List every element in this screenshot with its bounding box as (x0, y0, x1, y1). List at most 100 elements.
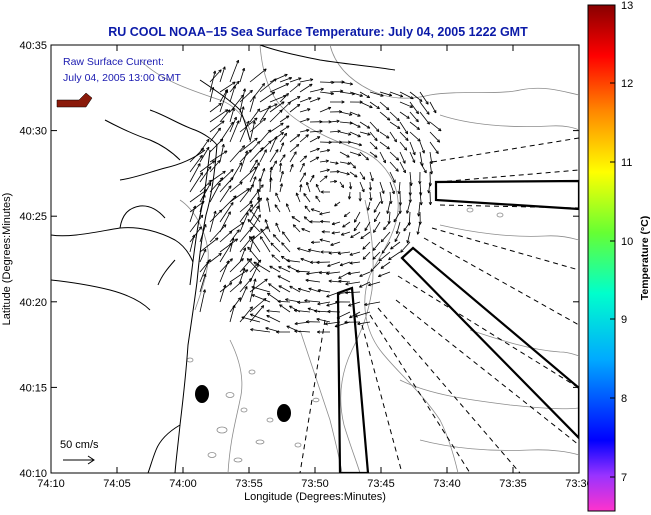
current-vector (209, 102, 222, 113)
current-vector (399, 131, 409, 141)
current-vector (249, 121, 256, 143)
current-vector (299, 162, 305, 173)
current-vector-head (328, 280, 332, 283)
current-vector (338, 280, 351, 283)
current-vector (239, 89, 253, 103)
current-vector (419, 91, 429, 105)
current-vector-head (410, 182, 413, 186)
current-vector-head (397, 168, 399, 172)
current-vector-head (300, 258, 304, 262)
current-vector (249, 162, 260, 183)
channel-box-south (336, 286, 370, 473)
current-vector (295, 270, 311, 273)
current-vector-head (232, 304, 235, 308)
current-vector (319, 175, 328, 183)
current-vector-head (273, 78, 277, 80)
current-vector (303, 216, 311, 223)
current-vector (429, 151, 433, 164)
current-vector (309, 156, 320, 163)
current-vector-head (317, 289, 321, 293)
current-vector (419, 101, 430, 115)
current-vector-head (213, 210, 216, 214)
current-vector (353, 221, 361, 232)
current-vector-head (249, 89, 253, 92)
current-vector (269, 73, 288, 83)
current-vector-head (278, 285, 281, 289)
current-vector (328, 251, 341, 254)
current-vector (369, 91, 384, 97)
current-vector-head (359, 100, 363, 103)
current-vector-head (212, 70, 216, 74)
current-vector-head (309, 221, 313, 224)
current-vector (429, 121, 442, 132)
current-vector-head (407, 240, 410, 244)
current-vector-head (263, 297, 267, 300)
current-vector-head (257, 259, 262, 262)
current-vector (357, 321, 371, 325)
current-vector-head (296, 103, 300, 106)
current-vector (209, 252, 222, 263)
current-vector-head (372, 258, 376, 260)
current-vector (279, 115, 290, 123)
current-vector-head (244, 286, 248, 289)
colorbar-tick-label: 8 (621, 393, 627, 405)
current-vector (429, 161, 433, 175)
current-vector-head (224, 89, 228, 93)
current-vector (389, 181, 395, 195)
current-vector (339, 161, 351, 165)
current-vector (239, 106, 244, 123)
current-vector (319, 211, 331, 215)
current-vector (239, 286, 248, 303)
current-vector (209, 109, 229, 123)
current-vector-head (394, 239, 398, 243)
current-vector (289, 103, 301, 113)
current-vector (199, 194, 206, 213)
current-vector (199, 182, 212, 203)
current-vector (299, 78, 314, 83)
current-vector (249, 259, 262, 273)
current-vector-head (237, 297, 241, 300)
colorbar-ticks: 13 12 11 10 9 8 7 (610, 0, 633, 484)
current-vector (199, 166, 212, 183)
current-vector-head (253, 278, 256, 282)
current-vector (199, 248, 207, 263)
current-vector-head (407, 115, 410, 119)
current-vector (241, 316, 261, 323)
current-vector-head (337, 129, 341, 132)
current-vector (418, 201, 421, 217)
current-vector-head (304, 300, 308, 303)
current-vector-head (344, 292, 349, 295)
current-vector-head (327, 311, 331, 314)
current-vector-head (387, 106, 390, 110)
current-vector (199, 160, 216, 173)
current-vector (189, 226, 202, 243)
current-vector (279, 77, 292, 83)
current-vector (209, 150, 228, 163)
current-vector (286, 203, 291, 213)
current-vector (249, 236, 261, 253)
current-vector (359, 171, 366, 180)
current-vector (309, 88, 324, 93)
x-tick-label: 73:45 (367, 478, 395, 490)
current-vector-head (419, 221, 422, 225)
current-vector-head (367, 207, 371, 211)
current-vector-head (254, 159, 258, 162)
current-vector (329, 180, 337, 183)
current-vector-head (252, 95, 256, 99)
current-vector (189, 214, 204, 233)
current-vector-head (302, 172, 306, 175)
current-vector (359, 271, 371, 277)
current-vector-head (326, 305, 330, 307)
current-vector (369, 181, 371, 191)
current-vector-head (273, 160, 277, 163)
current-vector (259, 140, 272, 153)
current-vector-head (428, 111, 430, 115)
current-vector-head (249, 226, 253, 229)
current-vector-head (241, 106, 244, 110)
current-vector-head (249, 209, 251, 213)
current-vector-head (198, 226, 202, 229)
current-vector-head (295, 143, 299, 146)
current-vector (369, 101, 380, 110)
current-vector (249, 83, 265, 103)
current-vector (429, 101, 437, 114)
